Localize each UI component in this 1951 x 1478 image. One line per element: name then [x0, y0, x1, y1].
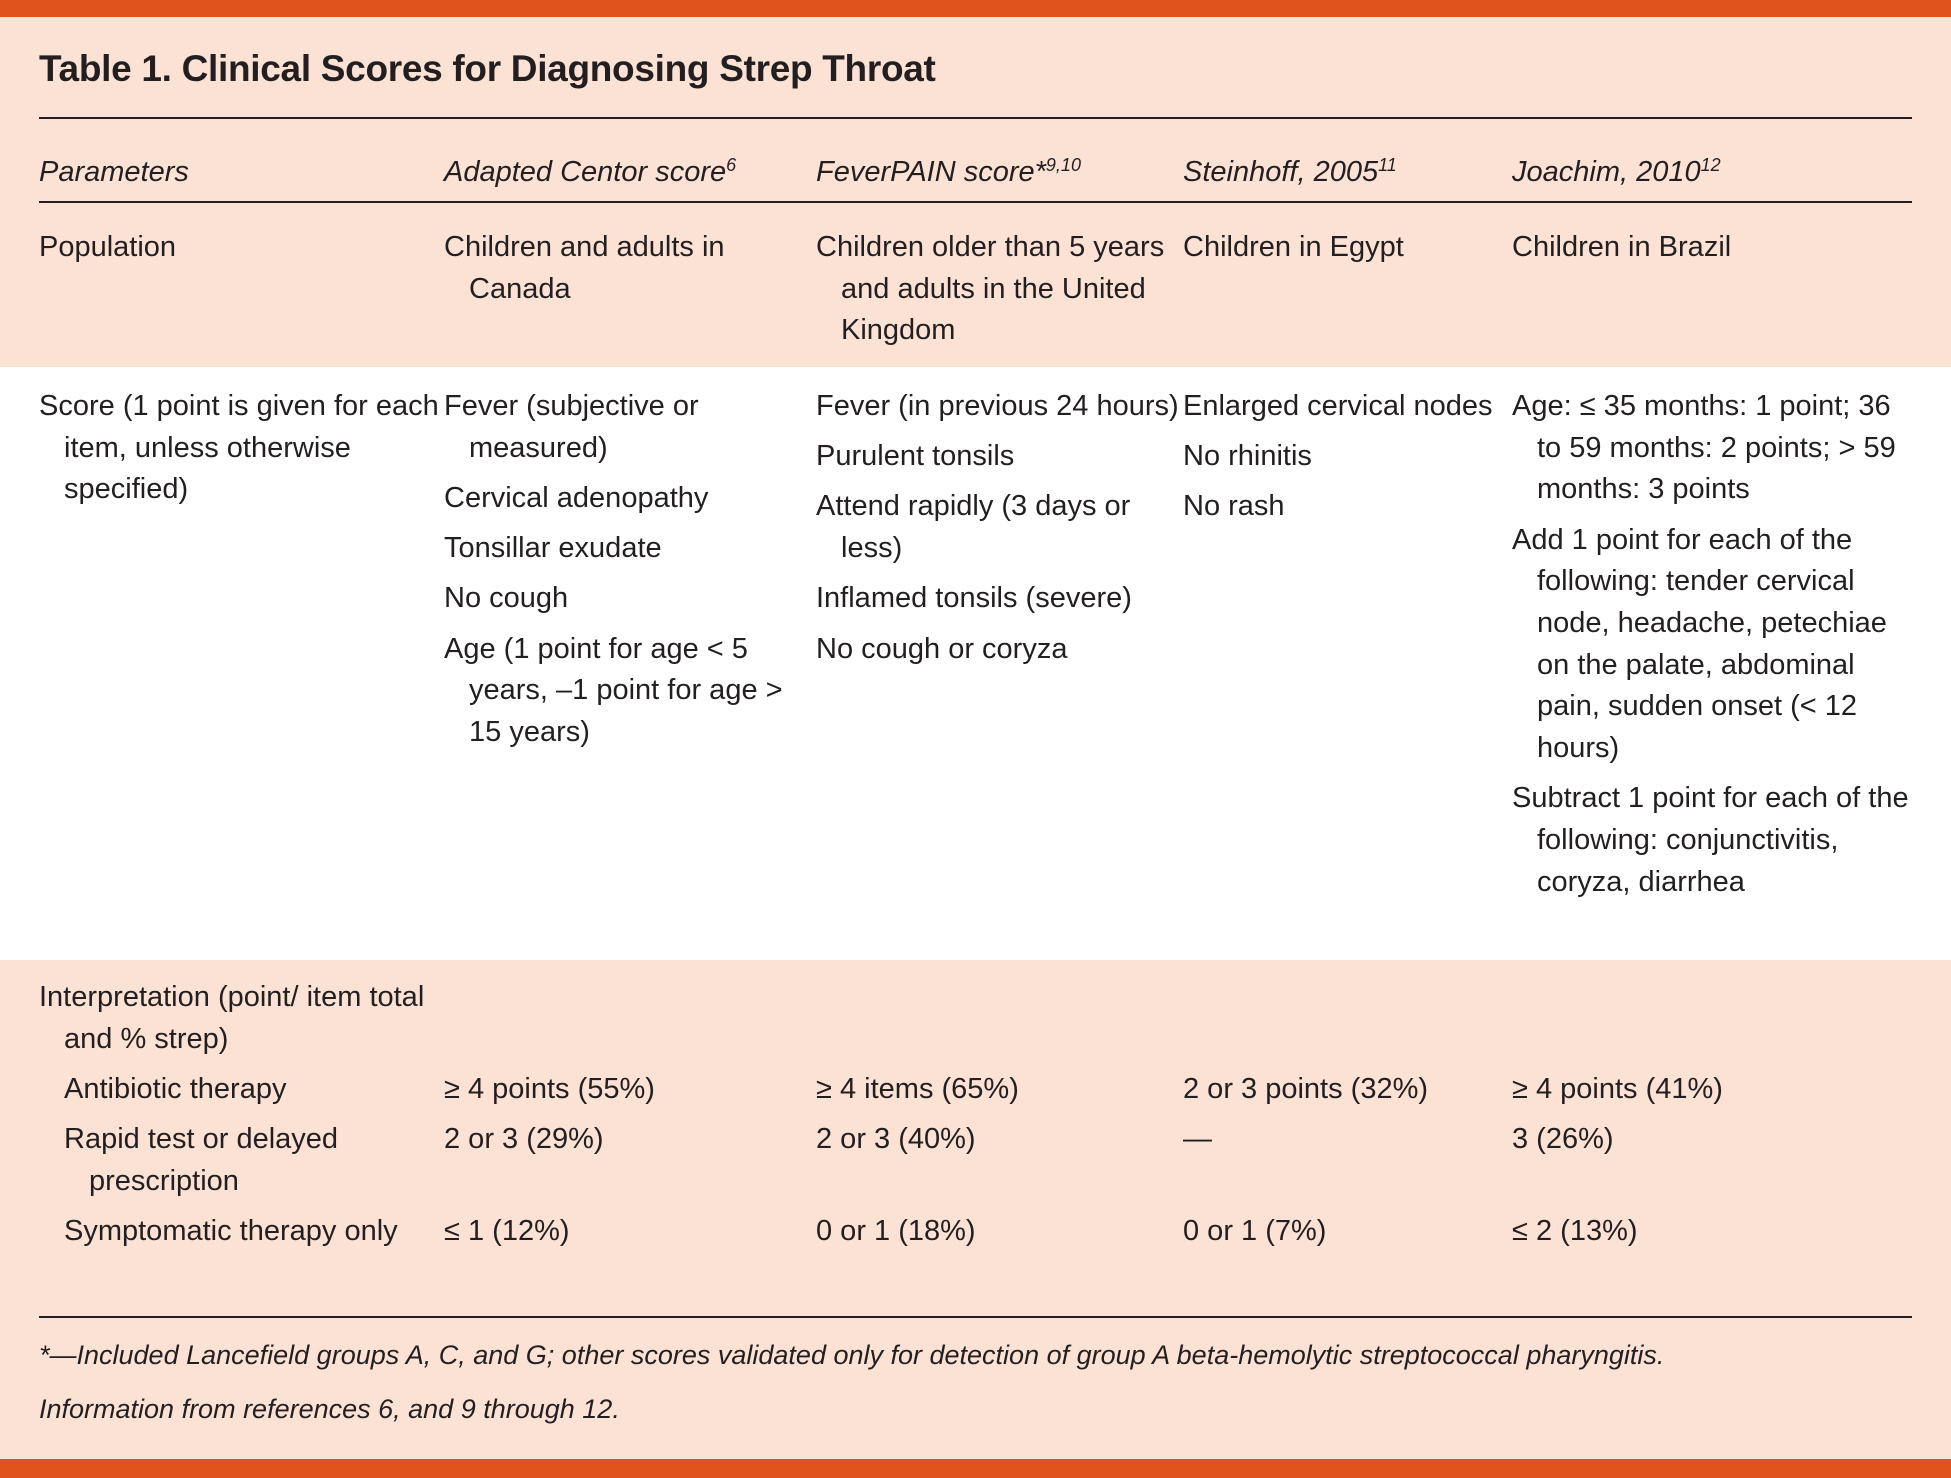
column-header-label: Parameters	[39, 156, 189, 188]
score-item: Add 1 point for each of the following: t…	[1512, 523, 1887, 765]
column-header: Joachim, 201012	[1512, 152, 1912, 194]
interpretation-value: 0 or 1 (7%)	[1183, 1215, 1327, 1248]
score-item: Age (1 point for age < 5 years, –1 point…	[444, 632, 783, 748]
column-header: Parameters	[39, 152, 444, 194]
footer-rule	[39, 1316, 1912, 1318]
interpretation-section: Interpretation (point/ item total and % …	[0, 977, 1951, 1261]
column-header: Steinhoff, 200511	[1183, 152, 1512, 194]
score-item: Enlarged cervical nodes	[1183, 390, 1493, 422]
column-header-reference: 9,10	[1045, 155, 1081, 175]
column-header-label: FeverPAIN score*	[816, 156, 1046, 188]
interpretation-cell: ≥ 4 points (41%)	[1512, 1069, 1912, 1119]
interpretation-row: Symptomatic therapy only ≤ 1 (12%) 0 or 1 …	[0, 1211, 1951, 1261]
title-rule	[39, 117, 1912, 119]
score-item: Age: ≤ 35 months: 1 point; 36 to 59 mont…	[1512, 390, 1896, 506]
score-row: Score (1 point is given for each item, u…	[0, 386, 1951, 912]
interpretation-row: Antibiotic therapy ≥ 4 points (55%) ≥ 4 it…	[0, 1069, 1951, 1119]
score-item: Fever (subjective or measured)	[444, 390, 699, 464]
score-item: Fever (in previous 24 hours)	[816, 390, 1179, 422]
interpretation-value: 3 (26%)	[1512, 1123, 1614, 1156]
interpretation-cell: 0 or 1 (7%)	[1183, 1211, 1512, 1261]
bottom-accent-bar	[0, 1459, 1951, 1478]
score-item: No cough or coryza	[816, 632, 1068, 665]
population-row: Population Children and adults in Canada C…	[0, 227, 1951, 361]
score-item: Subtract 1 point for each of the followi…	[1512, 782, 1909, 898]
score-item: Attend rapidly (3 days or less)	[816, 490, 1131, 565]
score-item: No rash	[1183, 490, 1285, 523]
interpretation-cell: 0 or 1 (18%)	[816, 1211, 1183, 1261]
interpretation-row-label: Rapid test or delayed prescription	[39, 1119, 444, 1211]
interpretation-value: ≥ 4 points (55%)	[444, 1072, 655, 1105]
interpretation-cell: 3 (26%)	[1512, 1119, 1912, 1211]
score-cell: Fever (in previous 24 hours) Purulent ton…	[816, 386, 1183, 912]
score-cell: Fever (subjective or measured) Cervical a…	[444, 386, 816, 912]
column-header-label: Steinhoff, 2005	[1183, 156, 1379, 188]
population-cell: Children older than 5 years and adults i…	[816, 227, 1183, 361]
score-cell: Age: ≤ 35 months: 1 point; 36 to 59 mont…	[1512, 386, 1912, 912]
population-value: Children and adults in Canada	[444, 231, 725, 305]
score-item: Inflamed tonsils (severe)	[816, 582, 1132, 615]
interpretation-value: ≥ 4 points (41%)	[1512, 1072, 1723, 1105]
interpretation-cell: —	[1183, 1119, 1512, 1211]
interpretation-header-row: Interpretation (point/ item total and % …	[0, 977, 1951, 1069]
interpretation-cell: 2 or 3 (40%)	[816, 1119, 1183, 1211]
footnote-asterisk: *—Included Lancefield groups A, C, and G…	[39, 1340, 1665, 1370]
score-band	[0, 367, 1951, 960]
interpretation-row-label: Symptomatic therapy only	[39, 1211, 444, 1261]
population-cell: Children in Egypt	[1183, 227, 1512, 361]
table-title: Table 1. Clinical Scores for Diagnosing …	[39, 48, 936, 89]
row-label-text: Score (1 point is given for each item, u…	[39, 390, 439, 506]
footnote-sources: Information from references 6, and 9 thr…	[39, 1394, 620, 1424]
interpretation-row-label-text: Symptomatic therapy only	[64, 1215, 398, 1248]
interpretation-value: ≤ 2 (13%)	[1512, 1215, 1638, 1248]
interpretation-value: ≥ 4 items (65%)	[816, 1072, 1019, 1105]
population-cell: Children and adults in Canada	[444, 227, 816, 361]
header-rule	[39, 201, 1912, 203]
interpretation-row-label-text: Antibiotic therapy	[64, 1072, 287, 1105]
interpretation-value: 0 or 1 (18%)	[816, 1215, 976, 1248]
population-value: Children older than 5 years and adults i…	[816, 231, 1165, 347]
interpretation-cell: ≤ 2 (13%)	[1512, 1211, 1912, 1261]
interpretation-cell: ≤ 1 (12%)	[444, 1211, 816, 1261]
column-header-reference: 6	[726, 155, 737, 175]
interpretation-value: ≤ 1 (12%)	[444, 1215, 570, 1248]
score-item: No cough	[444, 582, 569, 615]
interpretation-row-label-text: Rapid test or delayed prescription	[64, 1123, 339, 1197]
column-header: Adapted Centor score6	[444, 152, 816, 194]
interpretation-cell: ≥ 4 points (55%)	[444, 1069, 816, 1119]
score-item: Cervical adenopathy	[444, 481, 709, 514]
score-cell: Enlarged cervical nodes No rhinitis No ras…	[1183, 386, 1512, 912]
column-header-reference: 12	[1700, 155, 1721, 175]
score-item: No rhinitis	[1183, 440, 1312, 473]
column-header-reference: 11	[1378, 155, 1397, 175]
column-header-label: Adapted Centor score	[444, 156, 727, 188]
column-header-label: Joachim, 2010	[1512, 156, 1701, 188]
top-accent-bar	[0, 0, 1951, 17]
interpretation-cell: ≥ 4 items (65%)	[816, 1069, 1183, 1119]
row-label-text: Population	[39, 231, 177, 263]
row-label: Interpretation (point/ item total and % …	[39, 977, 444, 1069]
interpretation-value: 2 or 3 (40%)	[816, 1123, 976, 1156]
interpretation-value: 2 or 3 points (32%)	[1183, 1072, 1429, 1105]
interpretation-cell: 2 or 3 (29%)	[444, 1119, 816, 1211]
score-item: Purulent tonsils	[816, 440, 1015, 473]
row-label-text: Interpretation (point/ item total and % …	[39, 981, 425, 1055]
interpretation-value: 2 or 3 (29%)	[444, 1123, 604, 1156]
score-item: Tonsillar exudate	[444, 532, 662, 565]
row-label: Population	[39, 227, 444, 361]
interpretation-row-label: Antibiotic therapy	[39, 1069, 444, 1119]
population-value: Children in Brazil	[1512, 231, 1732, 263]
population-cell: Children in Brazil	[1512, 227, 1912, 361]
interpretation-cell: 2 or 3 points (32%)	[1183, 1069, 1512, 1119]
population-value: Children in Egypt	[1183, 231, 1404, 263]
header-row: Parameters Adapted Centor score6 FeverPAIN…	[0, 152, 1951, 194]
row-label: Score (1 point is given for each item, u…	[39, 386, 444, 912]
interpretation-row: Rapid test or delayed prescription 2 or 3…	[0, 1119, 1951, 1211]
interpretation-value: —	[1183, 1123, 1212, 1156]
column-header: FeverPAIN score*9,10	[816, 152, 1183, 194]
